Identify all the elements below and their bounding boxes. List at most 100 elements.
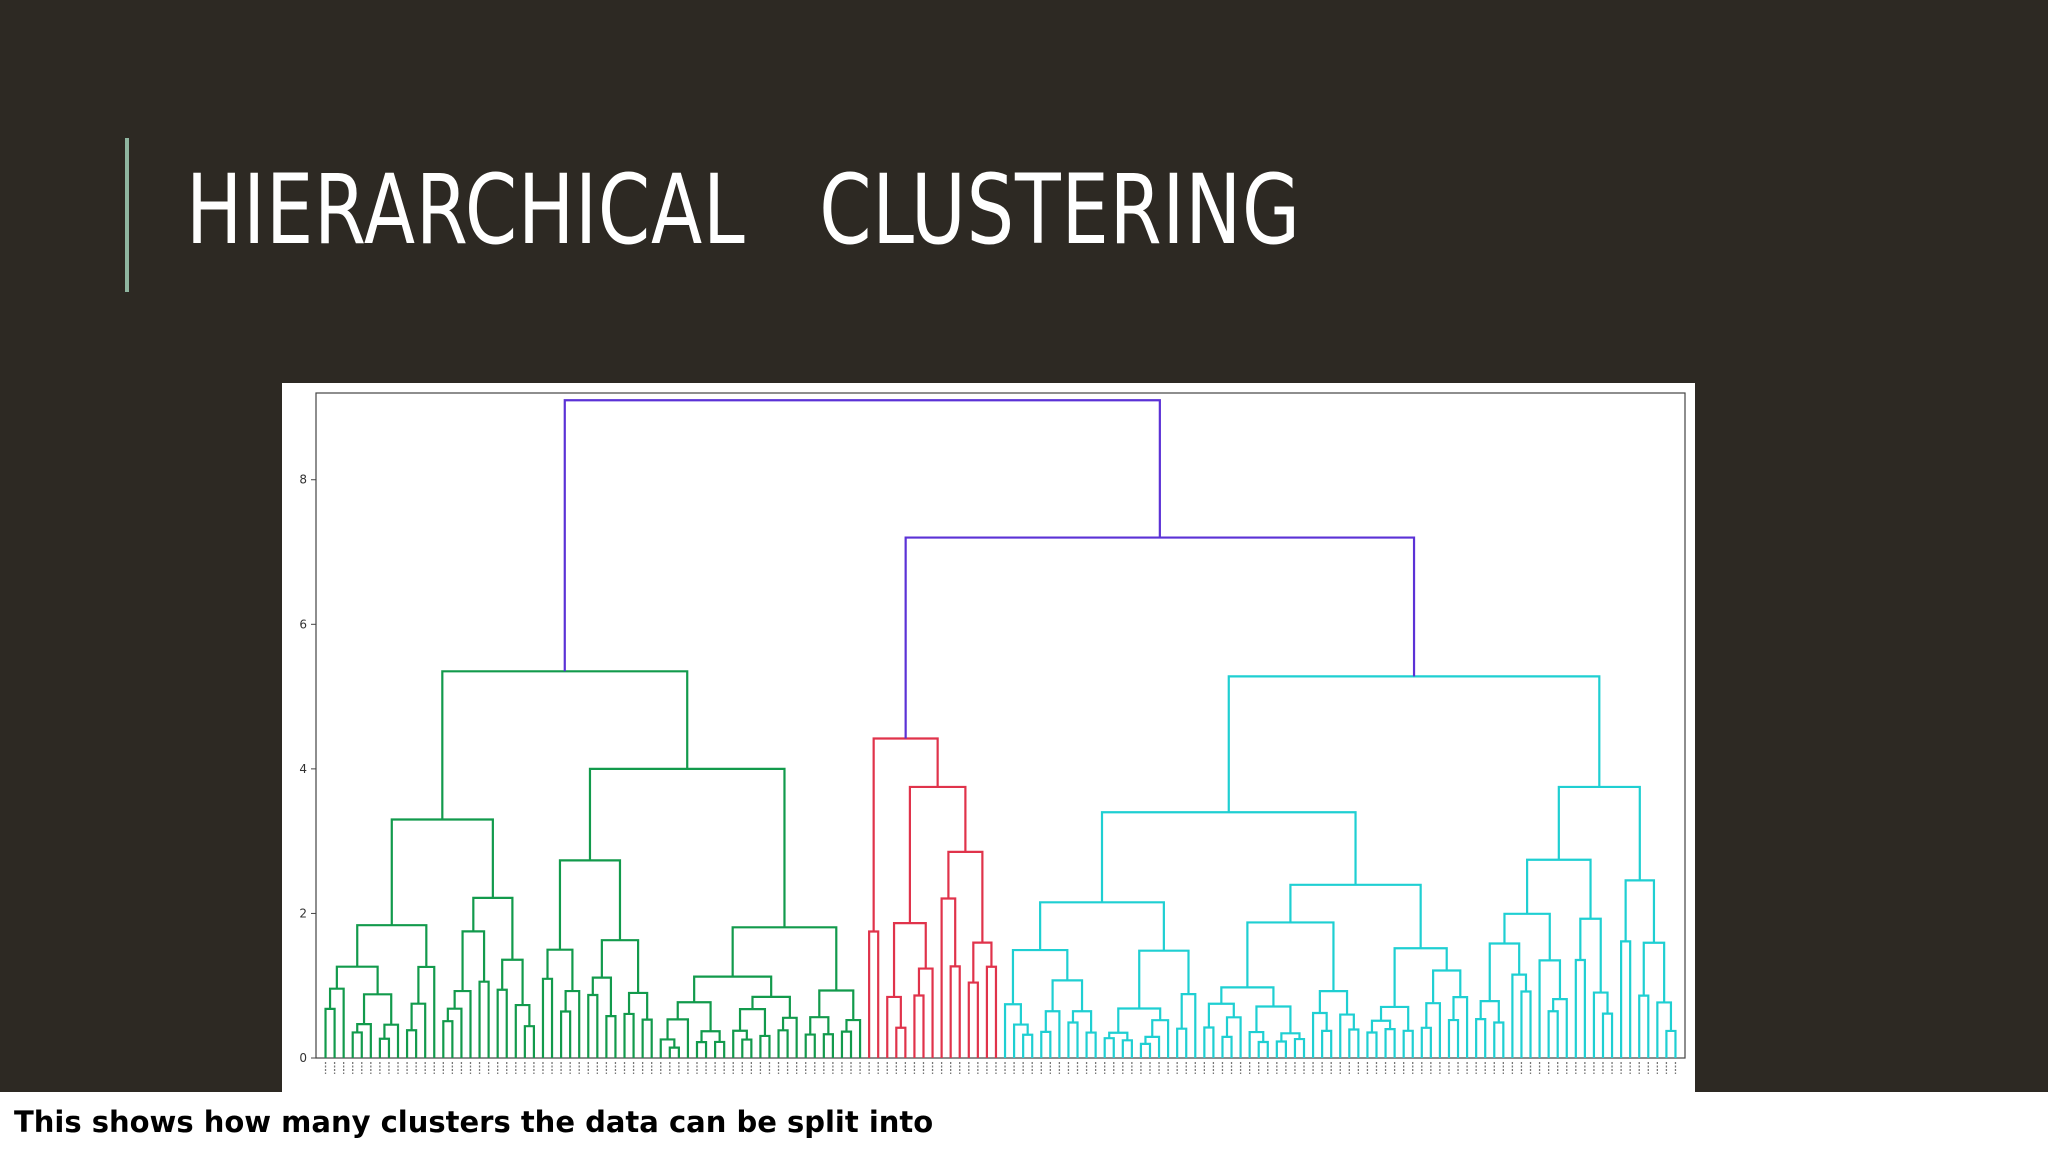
dendrogram-link: [1022, 1033, 1034, 1058]
dendrogram-link: [666, 1018, 690, 1058]
dendrogram-link: [1207, 1002, 1235, 1028]
dendrogram-link: [1425, 1002, 1442, 1058]
dendrogram-link: [1011, 948, 1069, 1005]
dendrogram-link: [1139, 1042, 1152, 1058]
dendrogram-link: [1601, 1012, 1614, 1058]
dendrogram-link: [868, 930, 880, 1058]
dendrogram-link: [383, 1023, 400, 1058]
dendrogram-link: [1452, 996, 1469, 1058]
dendrogram-link: [1108, 1031, 1129, 1041]
dendrogram-link: [356, 924, 428, 967]
dendrogram-link: [351, 1031, 363, 1058]
dendrogram-link: [1255, 1005, 1292, 1034]
dendrogram-link: [947, 850, 984, 943]
dendrogram-link: [1144, 1035, 1161, 1058]
dendrogram-link: [1366, 1031, 1378, 1058]
dendrogram-link: [1547, 1010, 1559, 1058]
dendrogram-link: [478, 980, 490, 1058]
dendrogram-link: [1067, 1021, 1079, 1058]
dendrogram-link: [1221, 1035, 1233, 1058]
dendrogram-link: [917, 967, 934, 1058]
dendrogram-link: [840, 1030, 853, 1058]
dendrogram-link: [1151, 1019, 1170, 1058]
dendrogram-link: [659, 1038, 676, 1058]
dendrogram-link: [362, 993, 393, 1025]
dendrogram-link: [892, 922, 927, 997]
dendrogram-link: [541, 977, 554, 1058]
dendrogram-link: [442, 1020, 454, 1058]
dendrogram-link: [1384, 1028, 1396, 1058]
dendrogram-link: [1246, 921, 1335, 992]
dendrogram-link: [804, 1033, 816, 1058]
dendrogram-link: [453, 989, 472, 1058]
dendrogram-link: [759, 1034, 771, 1058]
dendrogram-link: [588, 767, 786, 928]
dendrogram-chart: 0 2 4 6 8: [299, 392, 1686, 1074]
dendrogram-link: [1579, 917, 1602, 993]
dendrogram-link: [1503, 912, 1551, 961]
dendrogram-link: [1511, 973, 1528, 1058]
dendrogram-link: [693, 975, 773, 1003]
dendrogram-link: [714, 1040, 726, 1058]
dendrogram-link: [913, 994, 925, 1058]
dendrogram-link: [1085, 1031, 1097, 1058]
dendrogram-link: [558, 859, 622, 950]
dendrogram-link: [895, 1026, 907, 1058]
dendrogram-link: [1475, 1018, 1487, 1058]
dendrogram-link: [1280, 1032, 1301, 1042]
dendrogram-link: [1257, 1040, 1269, 1058]
dendrogram-link: [1665, 1029, 1677, 1058]
dendrogram-link: [1012, 1023, 1029, 1058]
dendrogram-link: [741, 1038, 753, 1058]
title-accent-bar: [125, 138, 129, 292]
dendrogram-link: [1624, 879, 1656, 943]
dendrogram-link: [676, 1001, 712, 1032]
dendrogram-link: [738, 1008, 767, 1036]
dendrogram-link: [623, 1012, 635, 1058]
dendrogram-link: [1339, 1013, 1355, 1058]
dendrogram-link: [405, 1029, 418, 1058]
dendrogram-link: [605, 1015, 617, 1058]
dendrogram-figure: 0 2 4 6 8: [282, 383, 1695, 1093]
dendrogram-link: [1003, 1003, 1022, 1058]
dendrogram-link: [751, 995, 791, 1018]
dendrogram-link: [1379, 1005, 1410, 1031]
dendrogram-link: [668, 1046, 680, 1058]
dendrogram-link: [1121, 1039, 1133, 1058]
dendrogram-link: [1574, 958, 1586, 1058]
dendrogram-link: [1044, 1010, 1061, 1058]
dendrogram-link: [732, 1029, 748, 1058]
dendrogram-link: [904, 536, 1416, 739]
dendrogram-link: [872, 737, 939, 932]
dendrogram-link: [908, 785, 967, 924]
dendrogram-link: [1488, 942, 1521, 1002]
dendrogram-link: [1071, 1010, 1093, 1033]
dendrogram-link: [1393, 947, 1448, 1007]
dendrogram-link: [1370, 1019, 1392, 1033]
dendrogram-link: [378, 1037, 391, 1058]
dendrogram-link: [641, 1018, 653, 1058]
dendrogram-link: [1275, 1040, 1287, 1058]
dendrogram-link: [1526, 858, 1592, 919]
dendrogram-link: [777, 1029, 789, 1058]
dendrogram-link: [627, 991, 649, 1020]
dendrogram-link: [818, 989, 855, 1021]
dendrogram-link: [1493, 1021, 1505, 1058]
dendrogram-link: [472, 896, 514, 960]
dendrogram-link: [972, 941, 993, 983]
dendrogram-link: [563, 399, 1161, 672]
dendrogram-link: [600, 939, 640, 993]
dendrogram-link: [1138, 949, 1190, 1009]
dendrogram-link: [845, 1018, 862, 1058]
dendrogram-link: [1103, 1037, 1115, 1058]
dendrogram-link: [1318, 990, 1349, 1015]
dendrogram-link: [695, 1041, 708, 1058]
dendrogram-link: [1176, 1027, 1188, 1058]
slide-title: HIERARCHICAL CLUSTERING: [186, 154, 1301, 266]
dendrogram-link: [446, 1007, 463, 1058]
dendrogram-link: [1051, 979, 1084, 1012]
dendrogram-link: [1117, 1007, 1162, 1033]
dendrogram-link: [731, 926, 838, 991]
dendrogram-link: [1642, 941, 1666, 1003]
dendrogram-link: [949, 965, 961, 1058]
